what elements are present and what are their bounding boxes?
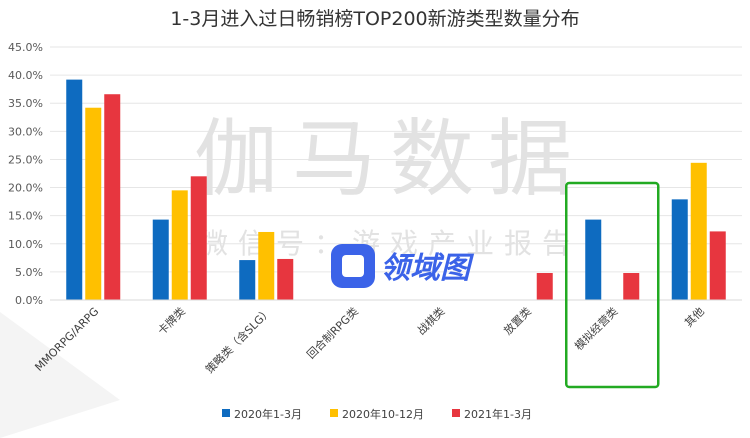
y-tick-label: 20.0%: [8, 182, 43, 195]
y-tick-label: 30.0%: [8, 125, 43, 138]
y-tick-label: 15.0%: [8, 210, 43, 223]
bars: [66, 79, 726, 300]
y-tick-label: 45.0%: [8, 41, 43, 54]
bar: [536, 273, 553, 300]
bar: [152, 219, 169, 300]
legend-label: 2020年1-3月: [234, 407, 302, 421]
y-tick-label: 0.0%: [15, 294, 43, 307]
legend: 2020年1-3月 2020年10-12月 2021年1-3月: [222, 407, 532, 421]
highlight-box: [565, 181, 660, 389]
bar: [66, 79, 83, 300]
logo: 领域图: [331, 244, 475, 288]
chart-title: 1-3月进入过日畅销榜TOP200新游类型数量分布: [170, 8, 579, 30]
bar: [623, 273, 640, 300]
bar: [690, 162, 707, 300]
bar: [709, 231, 726, 300]
bar: [190, 176, 207, 300]
legend-label: 2020年10-12月: [342, 407, 424, 421]
legend-label: 2021年1-3月: [464, 407, 532, 421]
x-tick-label: 放置类: [501, 304, 534, 337]
x-tick-label: 卡牌类: [155, 304, 188, 337]
legend-swatch: [452, 409, 460, 417]
x-tick-label: 其他: [682, 305, 707, 330]
x-tick-label: 回合制RPG类: [304, 304, 361, 361]
logo-text: 领域图: [380, 251, 475, 286]
x-tick-label: 模拟经营类: [572, 304, 621, 353]
bar: [277, 258, 294, 300]
bar: [258, 231, 275, 300]
y-tick-label: 25.0%: [8, 153, 43, 166]
watermark: 伽马数据 微信号：游戏产业报告: [194, 110, 586, 260]
y-tick-label: 10.0%: [8, 238, 43, 251]
bar: [85, 107, 102, 300]
x-tick-label: 战棋类: [414, 304, 447, 337]
x-tick-label: 策略类（含SLG）: [203, 304, 275, 376]
bar: [585, 219, 602, 300]
bar: [239, 260, 256, 300]
logo-icon-inner: [342, 255, 364, 277]
y-axis: 0.0% 5.0% 10.0% 15.0% 20.0% 25.0% 30.0% 35.0% 40…: [8, 41, 43, 307]
bar: [171, 190, 188, 300]
y-tick-label: 40.0%: [8, 69, 43, 82]
watermark-main: 伽马数据: [194, 110, 586, 208]
legend-swatch: [222, 409, 230, 417]
background-shape: [0, 312, 120, 438]
bar: [671, 199, 688, 300]
y-tick-label: 5.0%: [15, 266, 43, 279]
bar: [104, 94, 121, 300]
legend-swatch: [330, 409, 338, 417]
y-tick-label: 35.0%: [8, 97, 43, 110]
x-axis-labels: MMORPG/ARPG 卡牌类 策略类（含SLG） 回合制RPG类 战棋类 放置类 模拟经营…: [32, 304, 706, 376]
